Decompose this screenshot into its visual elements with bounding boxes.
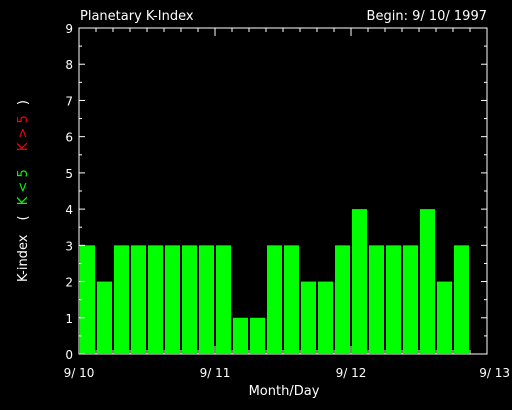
bar-10 [250, 317, 265, 354]
y-axis-label-high-part: K > 5 [16, 115, 31, 151]
y-axis-label: K-index ( K < 5 K > 5 ) [16, 100, 31, 282]
bar-6 [182, 245, 197, 354]
y-tick-label-5: 5 [65, 167, 73, 181]
x-tick-label-0: 9/ 10 [64, 366, 95, 380]
bar-21 [437, 281, 452, 354]
y-axis-label-close-paren: ) [16, 100, 31, 105]
bar-2 [114, 245, 129, 354]
y-axis-label-open-paren: ( [16, 215, 31, 220]
bar-15 [335, 245, 350, 354]
y-tick-label-4: 4 [65, 203, 73, 217]
y-tick-label-3: 3 [65, 239, 73, 253]
y-axis-label-prefix: K-index [16, 234, 31, 282]
bar-11 [267, 245, 282, 354]
bar-20 [420, 209, 435, 354]
bar-9 [233, 317, 248, 354]
bar-12 [284, 245, 299, 354]
bar-18 [386, 245, 401, 354]
bar-3 [131, 245, 146, 354]
y-tick-label-8: 8 [65, 58, 73, 72]
x-tick-label-2: 9/ 12 [336, 366, 367, 380]
y-axis: 0 1 2 3 4 5 6 7 8 9 [65, 22, 487, 362]
bar-4 [148, 245, 163, 354]
y-tick-label-2: 2 [65, 276, 73, 290]
bar-0 [80, 245, 95, 354]
y-tick-label-7: 7 [65, 94, 73, 108]
x-axis-label: Month/Day [249, 384, 320, 399]
y-tick-label-6: 6 [65, 131, 73, 145]
x-tick-label-1: 9/ 11 [200, 366, 231, 380]
chart-title: Planetary K-Index [80, 9, 194, 24]
begin-date-label: Begin: 9/ 10/ 1997 [367, 9, 487, 24]
y-tick-label-1: 1 [65, 312, 73, 326]
x-tick-label-3: 9/ 13 [479, 366, 510, 380]
bar-16 [352, 209, 367, 354]
x-axis: 9/ 10 9/ 11 9/ 12 9/ 13 [64, 28, 510, 380]
y-tick-label-9: 9 [65, 22, 73, 36]
bar-7 [199, 245, 214, 354]
bar-14 [318, 281, 333, 354]
y-axis-label-low-part: K < 5 [16, 169, 31, 205]
bar-19 [403, 245, 418, 354]
bar-13 [301, 281, 316, 354]
bar-22 [454, 245, 469, 354]
bars-group [80, 209, 469, 354]
bar-5 [165, 245, 180, 354]
bar-17 [369, 245, 384, 354]
bar-1 [97, 281, 112, 354]
bar-8 [216, 245, 231, 354]
y-tick-label-0: 0 [65, 348, 73, 362]
